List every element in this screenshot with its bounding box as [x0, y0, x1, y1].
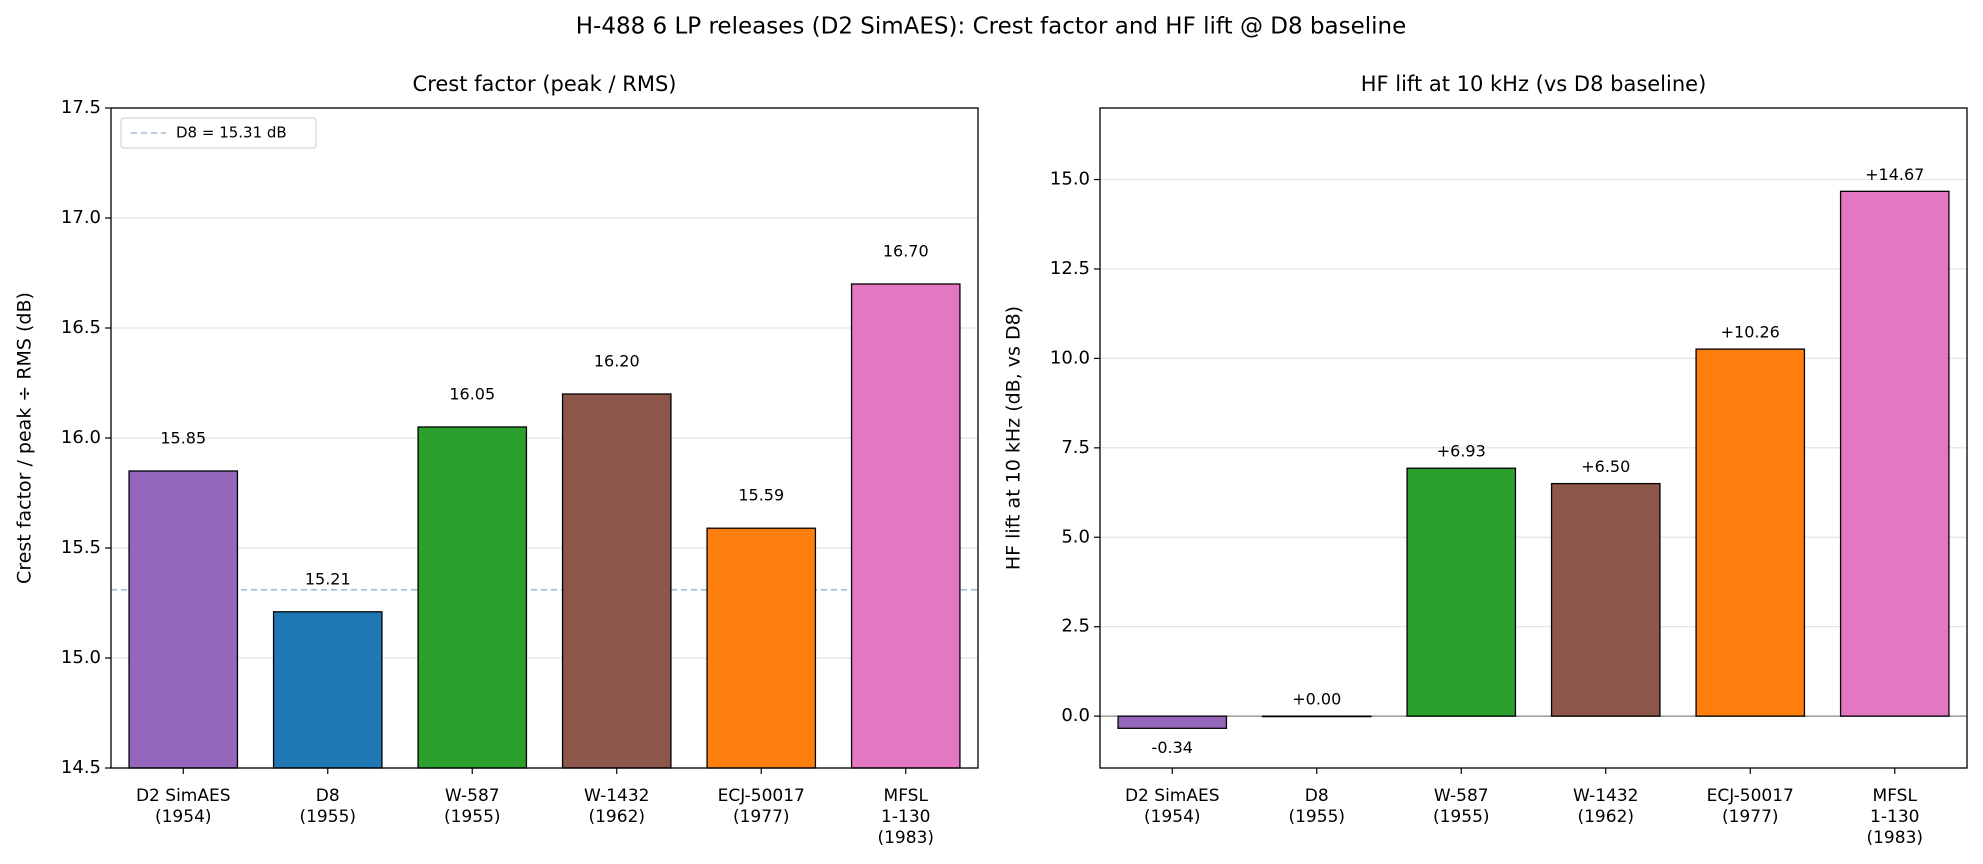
y-tick-label: 14.5	[61, 757, 101, 778]
y-tick-label: 16.0	[61, 427, 101, 448]
legend-label: D8 = 15.31 dB	[176, 124, 287, 142]
x-tick-label: D8 (1955)	[299, 786, 356, 827]
value-label: -0.34	[1152, 738, 1193, 757]
value-label: 16.05	[449, 385, 495, 404]
bar	[561, 393, 672, 769]
y-tick-label: 12.5	[1050, 258, 1090, 279]
value-label: +6.93	[1437, 442, 1486, 461]
bar	[1406, 467, 1517, 717]
y-tick-label: 0.0	[1061, 705, 1090, 726]
x-tick-label: D8 (1955)	[1288, 786, 1345, 827]
value-label: +6.50	[1581, 457, 1630, 476]
x-tick-label: W-587 (1955)	[1433, 786, 1490, 827]
y-tick-label: 15.0	[1050, 169, 1090, 190]
value-label: +10.26	[1721, 323, 1780, 342]
value-label: +14.67	[1865, 165, 1924, 184]
bar	[128, 470, 239, 769]
x-tick-label: W-1432 (1962)	[1573, 786, 1639, 827]
y-tick-label: 7.5	[1061, 437, 1090, 458]
x-tick-label: D2 SimAES (1954)	[1125, 786, 1220, 827]
x-tick-label: W-1432 (1962)	[584, 786, 650, 827]
y-tick-label: 2.5	[1061, 616, 1090, 637]
y-axis-label: HF lift at 10 kHz (dB, vs D8)	[1003, 306, 1025, 570]
panel-title: HF lift at 10 kHz (vs D8 baseline)	[1361, 72, 1707, 96]
bar	[850, 283, 961, 769]
value-label: 15.85	[160, 429, 206, 448]
bar	[1695, 348, 1806, 717]
x-tick-label: ECJ-50017 (1977)	[718, 786, 805, 827]
y-tick-label: 17.0	[61, 207, 101, 228]
value-label: +0.00	[1292, 690, 1341, 709]
x-tick-label: ECJ-50017 (1977)	[1707, 786, 1794, 827]
x-tick-label: D2 SimAES (1954)	[136, 786, 231, 827]
x-tick-label: MFSL 1-130 (1983)	[877, 786, 934, 848]
value-label: 16.20	[594, 352, 640, 371]
legend-box	[120, 117, 317, 149]
y-tick-label: 15.0	[61, 647, 101, 668]
y-tick-label: 15.5	[61, 537, 101, 558]
bar	[1261, 715, 1372, 718]
y-axis-label: Crest factor / peak ÷ RMS (dB)	[14, 292, 36, 584]
plot-frame	[110, 107, 979, 769]
plot-frame	[1099, 107, 1968, 769]
value-label: 16.70	[883, 242, 929, 261]
bar	[1117, 715, 1228, 729]
x-tick-label: MFSL 1-130 (1983)	[1866, 786, 1923, 848]
bar	[272, 611, 383, 769]
bar	[1550, 482, 1661, 717]
y-tick-label: 5.0	[1061, 526, 1090, 547]
panel-title: Crest factor (peak / RMS)	[413, 72, 677, 96]
bar	[1839, 190, 1950, 717]
value-label: 15.59	[738, 486, 784, 505]
value-label: 15.21	[305, 569, 351, 588]
figure-title: H-488 6 LP releases (D2 SimAES): Crest f…	[576, 14, 1407, 40]
bar	[417, 426, 528, 769]
y-tick-label: 17.5	[61, 97, 101, 118]
y-tick-label: 10.0	[1050, 347, 1090, 368]
y-tick-label: 16.5	[61, 317, 101, 338]
x-tick-label: W-587 (1955)	[444, 786, 501, 827]
bar	[706, 527, 817, 769]
